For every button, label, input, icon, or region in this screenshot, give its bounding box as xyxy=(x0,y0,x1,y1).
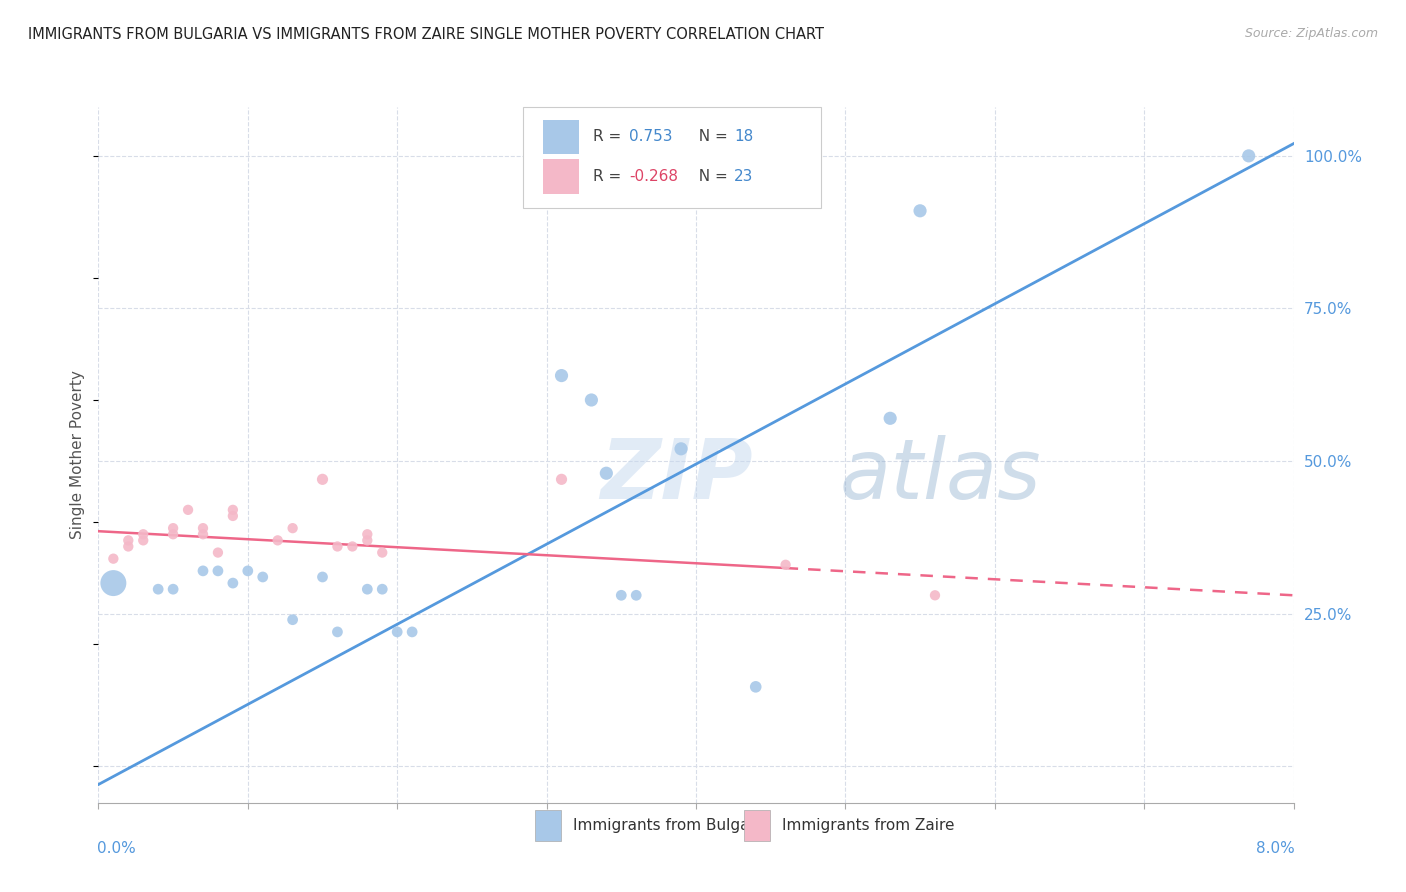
Point xyxy=(550,472,572,486)
Point xyxy=(148,582,170,597)
Point xyxy=(356,582,378,597)
Text: 8.0%: 8.0% xyxy=(1256,841,1295,856)
Point xyxy=(401,624,423,639)
Text: 18: 18 xyxy=(734,129,754,145)
Point xyxy=(281,613,304,627)
Point xyxy=(162,582,184,597)
Point xyxy=(191,521,214,535)
Point xyxy=(103,551,125,566)
Point xyxy=(132,527,155,541)
FancyBboxPatch shape xyxy=(523,107,821,208)
Point xyxy=(132,533,155,548)
Point xyxy=(222,508,245,523)
Point xyxy=(207,545,229,559)
Point xyxy=(581,392,603,407)
Point xyxy=(191,527,214,541)
Point xyxy=(924,588,946,602)
Point xyxy=(342,540,364,554)
Point xyxy=(356,527,378,541)
Point xyxy=(775,558,797,572)
Point xyxy=(1237,149,1260,163)
Point xyxy=(222,503,245,517)
Text: Immigrants from Bulgaria: Immigrants from Bulgaria xyxy=(572,818,769,833)
Text: 0.0%: 0.0% xyxy=(97,841,136,856)
Point xyxy=(311,472,333,486)
Point xyxy=(879,411,901,425)
Text: R =: R = xyxy=(593,169,626,184)
Point xyxy=(191,564,214,578)
Point xyxy=(207,564,229,578)
Point xyxy=(745,680,768,694)
Point xyxy=(356,533,378,548)
Point xyxy=(610,588,633,602)
Point xyxy=(222,576,245,591)
Text: N =: N = xyxy=(689,169,733,184)
Bar xyxy=(534,810,561,841)
Text: Source: ZipAtlas.com: Source: ZipAtlas.com xyxy=(1244,27,1378,40)
Text: Immigrants from Zaire: Immigrants from Zaire xyxy=(782,818,955,833)
Point xyxy=(669,442,692,456)
Point xyxy=(326,540,349,554)
Point xyxy=(371,582,394,597)
Text: IMMIGRANTS FROM BULGARIA VS IMMIGRANTS FROM ZAIRE SINGLE MOTHER POVERTY CORRELAT: IMMIGRANTS FROM BULGARIA VS IMMIGRANTS F… xyxy=(28,27,824,42)
Point xyxy=(236,564,259,578)
Point xyxy=(252,570,274,584)
Text: atlas: atlas xyxy=(839,435,1040,516)
Point xyxy=(385,624,409,639)
Point xyxy=(267,533,290,548)
Point xyxy=(281,521,304,535)
Point xyxy=(162,527,184,541)
Bar xyxy=(543,120,579,154)
Point xyxy=(908,203,931,218)
Point xyxy=(162,521,184,535)
Text: -0.268: -0.268 xyxy=(628,169,678,184)
Point xyxy=(371,545,394,559)
Bar xyxy=(744,810,770,841)
Point xyxy=(326,624,349,639)
Point xyxy=(550,368,572,383)
Text: 23: 23 xyxy=(734,169,754,184)
Text: 0.753: 0.753 xyxy=(628,129,672,145)
Point xyxy=(177,503,200,517)
Point xyxy=(117,533,139,548)
Text: R =: R = xyxy=(593,129,626,145)
Point xyxy=(595,467,617,481)
Bar xyxy=(543,159,579,194)
Point xyxy=(117,540,139,554)
Y-axis label: Single Mother Poverty: Single Mother Poverty xyxy=(70,370,86,540)
Point xyxy=(311,570,333,584)
Text: ZIP: ZIP xyxy=(600,435,754,516)
Text: N =: N = xyxy=(689,129,733,145)
Point xyxy=(103,576,125,591)
Point xyxy=(626,588,648,602)
